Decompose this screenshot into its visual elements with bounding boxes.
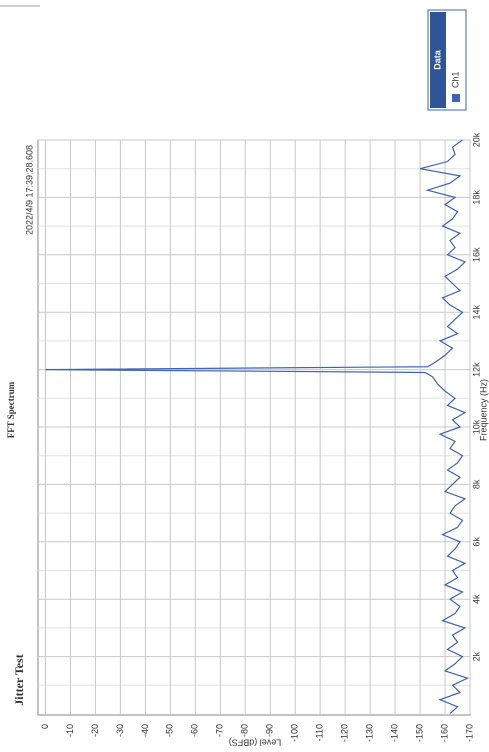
x-tick-label: 14k	[471, 304, 481, 319]
x-axis-label: Frequency (Hz)	[478, 379, 488, 441]
legend-title: Data	[432, 49, 442, 70]
x-tick-label: 12k	[471, 362, 481, 377]
y-tick-label: -110	[315, 724, 325, 741]
y-tick-label: -40	[140, 724, 150, 737]
x-tick-label: 8k	[471, 479, 481, 489]
timestamp: 2022/4/9 17:39:28.608	[24, 145, 34, 235]
chart-title: FFT Spectrum	[6, 381, 16, 438]
y-tick-label: -170	[464, 724, 474, 742]
x-tick-label: 6k	[471, 537, 481, 547]
y-tick-label: -60	[190, 724, 200, 737]
y-tick-label: -10	[65, 724, 75, 737]
y-tick-label: -130	[364, 724, 374, 742]
y-tick-label: -90	[265, 724, 275, 737]
x-tick-label: 18k	[471, 190, 481, 205]
x-tick-label: 4k	[471, 594, 481, 604]
legend-header	[430, 12, 446, 108]
chart-subtitle: Jitter Test	[12, 654, 26, 705]
y-tick-label: -70	[215, 724, 225, 737]
y-tick-label: -120	[340, 724, 350, 742]
legend: Ch1 Data	[427, 9, 467, 111]
y-axis-label: Level (dBFS)	[229, 738, 282, 748]
x-tick-label: 10k	[471, 419, 481, 434]
y-tick-label: 0	[40, 724, 50, 729]
x-tick-label: 20k	[471, 132, 481, 147]
y-tick-label: -20	[90, 724, 100, 737]
x-tick-label: 2k	[471, 651, 481, 661]
legend-swatch	[452, 94, 460, 102]
series-line	[45, 139, 470, 714]
y-tick-label: -30	[115, 724, 125, 737]
y-tick-label: -50	[165, 724, 175, 737]
y-tick-label: -150	[414, 724, 424, 742]
y-tick-label: -100	[290, 724, 300, 742]
legend-label: Ch1	[450, 71, 460, 88]
y-tick-label: -80	[240, 724, 250, 737]
y-tick-label: -160	[439, 724, 449, 742]
x-tick-label: 16k	[471, 247, 481, 262]
y-tick-label: -140	[389, 724, 399, 742]
